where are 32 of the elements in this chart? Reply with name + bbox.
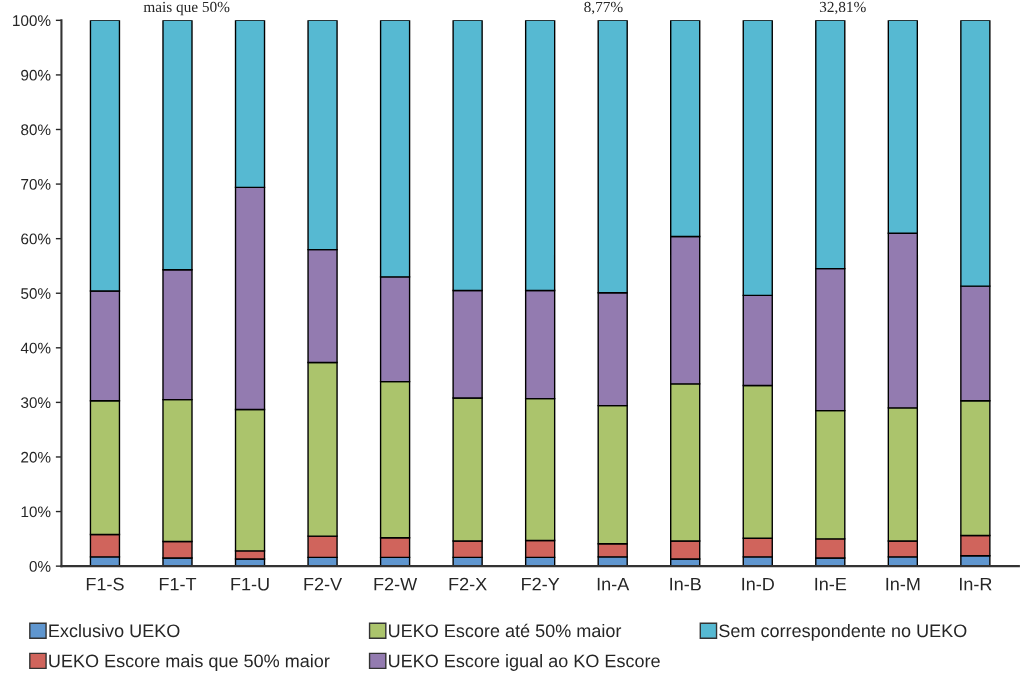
- x-tick-label: F2-V: [304, 577, 343, 591]
- y-tick-label: 60%: [21, 233, 51, 245]
- x-tick-label: F2-Y: [522, 577, 560, 591]
- text: 32,81%: [819, 1, 866, 15]
- legend-label: Sem correspondente no UEKO: [719, 623, 967, 641]
- x-tick-label: In-B: [670, 577, 701, 591]
- y-tick-label: 20%: [21, 451, 51, 463]
- x-tick-label: F2-W: [374, 577, 418, 591]
- legend-label: Exclusivo UEKO: [49, 623, 180, 638]
- y-tick-label: 70%: [21, 178, 51, 190]
- legend-label: UEKO Escore mais que 50% maior: [49, 654, 330, 671]
- text: mais que 50%: [143, 1, 230, 16]
- y-tick-label: 0%: [29, 561, 51, 572]
- y-tick-label: 30%: [21, 397, 51, 409]
- y-tick-label: 100%: [13, 15, 51, 27]
- y-tick-label: 40%: [20, 342, 51, 354]
- x-tick-label: In-D: [742, 577, 774, 591]
- x-tick-label: In-E: [815, 577, 847, 591]
- x-tick-label: F2-X: [449, 577, 487, 591]
- x-tick-label: F1-U: [231, 577, 269, 591]
- text: 8,77%: [584, 1, 623, 15]
- x-tick-label: F1-T: [159, 577, 197, 591]
- y-tick-label: 80%: [21, 124, 51, 136]
- y-tick-label: 10%: [21, 506, 51, 518]
- y-tick-label: 50%: [21, 288, 51, 299]
- y-tick-label: 90%: [21, 69, 51, 81]
- legend-label: UEKO Escore até 50% maior: [389, 623, 622, 638]
- x-tick-label: F1-S: [86, 577, 124, 591]
- x-tick-label: In-A: [597, 577, 630, 591]
- legend-label: UEKO Escore igual ao KO Escore: [389, 654, 660, 671]
- x-tick-label: In-M: [886, 577, 920, 591]
- x-tick-label: In-R: [959, 577, 992, 591]
